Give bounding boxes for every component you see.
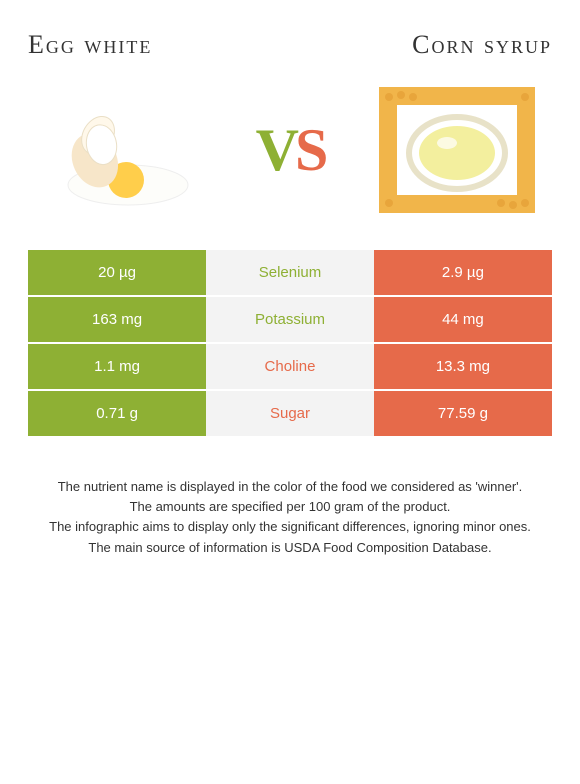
vs-v: V — [256, 117, 295, 183]
right-food-image — [372, 80, 542, 220]
table-row: 0.71 gSugar77.59 g — [28, 390, 552, 437]
right-value: 2.9 µg — [374, 250, 552, 296]
left-value: 163 mg — [28, 296, 206, 343]
table-row: 1.1 mgCholine13.3 mg — [28, 343, 552, 390]
footer-line-4: The main source of information is USDA F… — [28, 539, 552, 557]
table-row: 20 µgSelenium2.9 µg — [28, 250, 552, 296]
table-row: 163 mgPotassium44 mg — [28, 296, 552, 343]
vs-label: VS — [256, 116, 325, 185]
titles-row: Egg white Corn syrup — [28, 30, 552, 60]
footer-notes: The nutrient name is displayed in the co… — [28, 478, 552, 557]
footer-line-3: The infographic aims to display only the… — [28, 518, 552, 536]
nutrient-label: Potassium — [206, 296, 374, 343]
right-value: 77.59 g — [374, 390, 552, 437]
images-row: VS — [28, 80, 552, 220]
footer-line-1: The nutrient name is displayed in the co… — [28, 478, 552, 496]
egg-white-icon — [48, 90, 198, 210]
corn-syrup-icon — [377, 85, 537, 215]
vs-s: S — [295, 117, 324, 183]
nutrient-label: Choline — [206, 343, 374, 390]
left-value: 0.71 g — [28, 390, 206, 437]
nutrient-label: Sugar — [206, 390, 374, 437]
left-value: 1.1 mg — [28, 343, 206, 390]
right-value: 13.3 mg — [374, 343, 552, 390]
right-food-title: Corn syrup — [290, 30, 552, 60]
nutrient-label: Selenium — [206, 250, 374, 296]
left-food-title: Egg white — [28, 30, 290, 60]
footer-line-2: The amounts are specified per 100 gram o… — [28, 498, 552, 516]
left-value: 20 µg — [28, 250, 206, 296]
nutrient-table: 20 µgSelenium2.9 µg163 mgPotassium44 mg1… — [28, 250, 552, 438]
left-food-image — [38, 80, 208, 220]
right-value: 44 mg — [374, 296, 552, 343]
